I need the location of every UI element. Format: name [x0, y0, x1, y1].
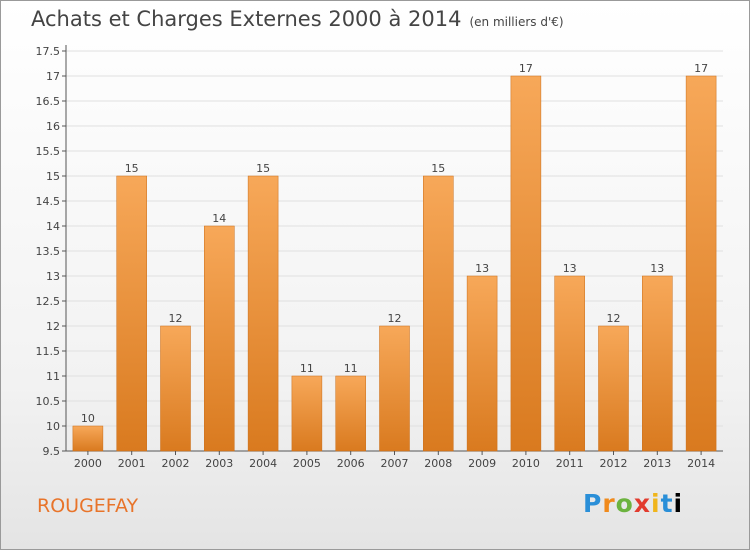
x-tick-label: 2013	[643, 457, 671, 470]
bar	[379, 325, 410, 452]
bar-value-label: 17	[694, 62, 708, 75]
y-tick-label: 17.5	[36, 45, 61, 58]
y-tick-label: 11	[46, 370, 60, 383]
y-tick-label: 17	[46, 70, 60, 83]
x-tick-label: 2012	[600, 457, 628, 470]
y-tick-label: 15	[46, 170, 60, 183]
x-tick-label: 2009	[468, 457, 496, 470]
y-tick-label: 11.5	[36, 345, 61, 358]
logo-letter: x	[633, 489, 651, 518]
bar	[642, 275, 673, 452]
bar-value-label: 11	[300, 362, 314, 375]
bar	[466, 275, 498, 452]
bar-value-label: 15	[256, 162, 270, 175]
bar-value-label: 13	[563, 262, 577, 275]
x-tick-label: 2007	[381, 457, 409, 470]
y-tick-label: 13	[46, 270, 60, 283]
commune-name: ROUGEFAY	[37, 495, 139, 517]
y-tick-label: 10.5	[36, 395, 61, 408]
bar	[598, 325, 629, 452]
x-tick-label: 2010	[512, 457, 540, 470]
logo-letter: i	[651, 489, 661, 518]
bar	[423, 175, 454, 452]
bar	[685, 75, 717, 452]
y-tick-label: 12	[46, 320, 60, 333]
logo-letter: o	[615, 489, 634, 518]
bar	[247, 175, 279, 452]
x-tick-label: 2004	[249, 457, 277, 470]
proxiti-logo: Proxiti	[583, 489, 683, 518]
bar	[204, 225, 235, 452]
bar-value-label: 13	[475, 262, 489, 275]
bar-value-label: 15	[125, 162, 139, 175]
chart-title-text: Achats et Charges Externes 2000 à 2014	[31, 7, 462, 31]
logo-letter: i	[673, 489, 684, 518]
y-tick-label: 15.5	[36, 145, 61, 158]
bar	[335, 375, 366, 452]
x-tick-label: 2003	[205, 457, 233, 470]
unit-note: (en milliers d'€)	[469, 15, 564, 29]
x-tick-label: 2006	[337, 457, 365, 470]
x-tick-label: 2008	[424, 457, 452, 470]
y-tick-label: 13.5	[36, 245, 61, 258]
bar	[554, 275, 585, 452]
y-tick-label: 16	[46, 120, 60, 133]
x-tick-label: 2002	[162, 457, 190, 470]
x-tick-label: 2005	[293, 457, 321, 470]
logo-letter: t	[660, 489, 674, 518]
y-tick-label: 14	[46, 220, 60, 233]
bar	[160, 325, 191, 452]
bar	[291, 375, 323, 452]
bar-value-label: 14	[212, 212, 226, 225]
chart-title: Achats et Charges Externes 2000 à 2014 (e…	[31, 7, 564, 31]
bar-value-label: 13	[650, 262, 664, 275]
bar-value-label: 12	[388, 312, 402, 325]
bar-value-label: 12	[607, 312, 621, 325]
x-tick-label: 2011	[556, 457, 584, 470]
y-tick-label: 14.5	[36, 195, 61, 208]
logo-letter: r	[602, 489, 616, 518]
bar	[510, 75, 542, 452]
y-tick-label: 12.5	[36, 295, 61, 308]
bar-value-label: 12	[169, 312, 183, 325]
y-tick-label: 16.5	[36, 95, 61, 108]
y-tick-label: 9.5	[43, 445, 61, 458]
bar-value-label: 15	[431, 162, 445, 175]
bar	[72, 425, 104, 452]
bar-value-label: 17	[519, 62, 533, 75]
logo-letter: P	[583, 489, 603, 518]
y-tick-label: 10	[46, 420, 60, 433]
x-tick-label: 2000	[74, 457, 102, 470]
x-tick-label: 2014	[687, 457, 715, 470]
bar-value-label: 10	[81, 412, 95, 425]
x-tick-label: 2001	[118, 457, 146, 470]
bar	[116, 175, 147, 452]
bar-value-label: 11	[344, 362, 358, 375]
